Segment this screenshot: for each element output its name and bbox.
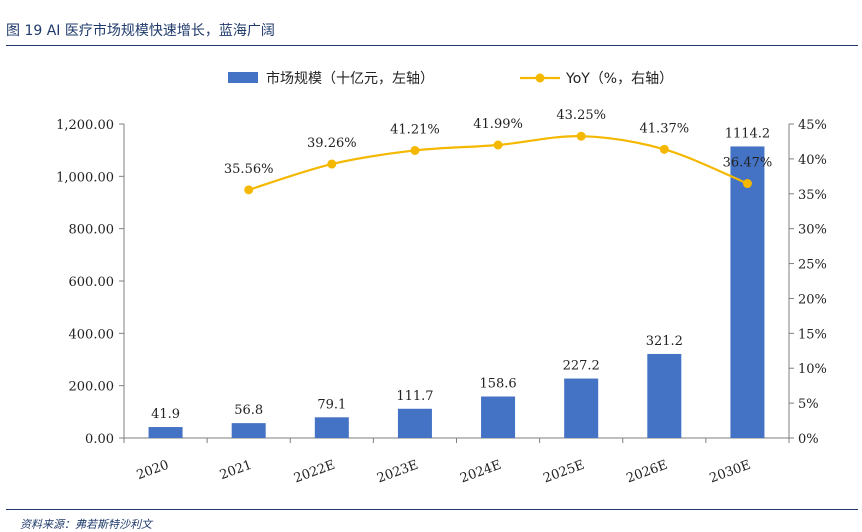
- legend: 市场规模（十亿元，左轴） YoY（%，右轴）: [228, 70, 673, 87]
- right-tick-label: 25%: [798, 258, 827, 273]
- bar: [314, 417, 349, 438]
- legend-line-marker: [535, 73, 545, 83]
- bar: [231, 423, 266, 438]
- yoy-value-label: 41.99%: [473, 117, 523, 132]
- yoy-value-label: 41.21%: [390, 122, 440, 137]
- bar-value-label: 79.1: [317, 397, 346, 412]
- right-tick-label: 15%: [798, 327, 827, 342]
- bar-value-label: 227.2: [563, 359, 600, 374]
- x-tick-label: 2026E: [625, 458, 670, 487]
- x-tick-label: 2022E: [292, 458, 337, 487]
- bar: [730, 146, 765, 439]
- source-note: 资料来源：弗若斯特沙利文: [20, 518, 152, 531]
- x-tick-label: 2023E: [375, 458, 420, 487]
- yoy-point: [659, 144, 669, 154]
- yoy-point: [576, 131, 586, 141]
- right-tick-label: 35%: [798, 188, 827, 203]
- yoy-value-label: 36.47%: [723, 156, 773, 171]
- left-tick-label: 200.00: [69, 380, 115, 395]
- figure-title: 图 19 AI 医疗市场规模快速增长，蓝海广阔: [6, 23, 275, 39]
- right-tick-label: 40%: [798, 153, 827, 168]
- x-tick-label: 2030E: [708, 458, 753, 487]
- left-tick-label: 0.00: [85, 432, 114, 447]
- right-tick-label: 10%: [798, 362, 827, 377]
- bar: [148, 427, 183, 438]
- bar: [397, 408, 432, 438]
- right-tick-label: 0%: [798, 432, 819, 447]
- x-tick-label: 2021: [218, 458, 254, 483]
- bar-series: 41.9 56.8 79.1 111.7 158.6 227.2 321.2 1114.2: [148, 126, 771, 439]
- yoy-point: [244, 185, 254, 195]
- bar-value-label: 41.9: [151, 407, 180, 422]
- legend-bar-swatch: [228, 72, 258, 83]
- line-series: 35.56% 39.26% 41.21% 41.99% 43.25% 41.37% 36.4…: [224, 108, 773, 195]
- left-tick-label: 400.00: [69, 327, 115, 342]
- x-tick-label: 2024E: [458, 458, 503, 487]
- right-tick-label: 30%: [798, 223, 827, 238]
- bar: [647, 353, 682, 438]
- bar-value-label: 321.2: [646, 334, 683, 349]
- bar: [564, 378, 599, 438]
- yoy-value-label: 43.25%: [556, 108, 606, 123]
- yoy-point: [327, 159, 337, 169]
- left-tick-label: 1,200.00: [56, 118, 114, 133]
- x-tick-label: 2020: [135, 458, 171, 483]
- right-tick-label: 20%: [798, 292, 827, 307]
- legend-line-label: YoY（%，右轴）: [565, 71, 673, 87]
- bar: [481, 396, 516, 438]
- left-tick-label: 1,000.00: [56, 170, 114, 185]
- yoy-point: [493, 140, 503, 150]
- bar-value-label: 158.6: [479, 376, 516, 391]
- title-rule: [6, 45, 858, 46]
- yoy-value-label: 41.37%: [640, 121, 690, 136]
- bar-value-label: 56.8: [234, 403, 263, 418]
- right-tick-label: 45%: [798, 118, 827, 133]
- source-rule: [6, 509, 858, 510]
- legend-bar-label: 市场规模（十亿元，左轴）: [266, 70, 434, 87]
- x-tick-label: 2025E: [541, 458, 586, 487]
- yoy-value-label: 39.26%: [307, 136, 357, 151]
- right-tick-label: 5%: [798, 397, 819, 412]
- bar-value-label: 111.7: [396, 389, 433, 404]
- yoy-point: [410, 145, 420, 155]
- yoy-point: [742, 179, 752, 189]
- yoy-value-label: 35.56%: [224, 162, 274, 177]
- bar-value-label: 1114.2: [725, 126, 771, 141]
- left-tick-label: 800.00: [69, 223, 115, 238]
- left-tick-label: 600.00: [69, 275, 115, 290]
